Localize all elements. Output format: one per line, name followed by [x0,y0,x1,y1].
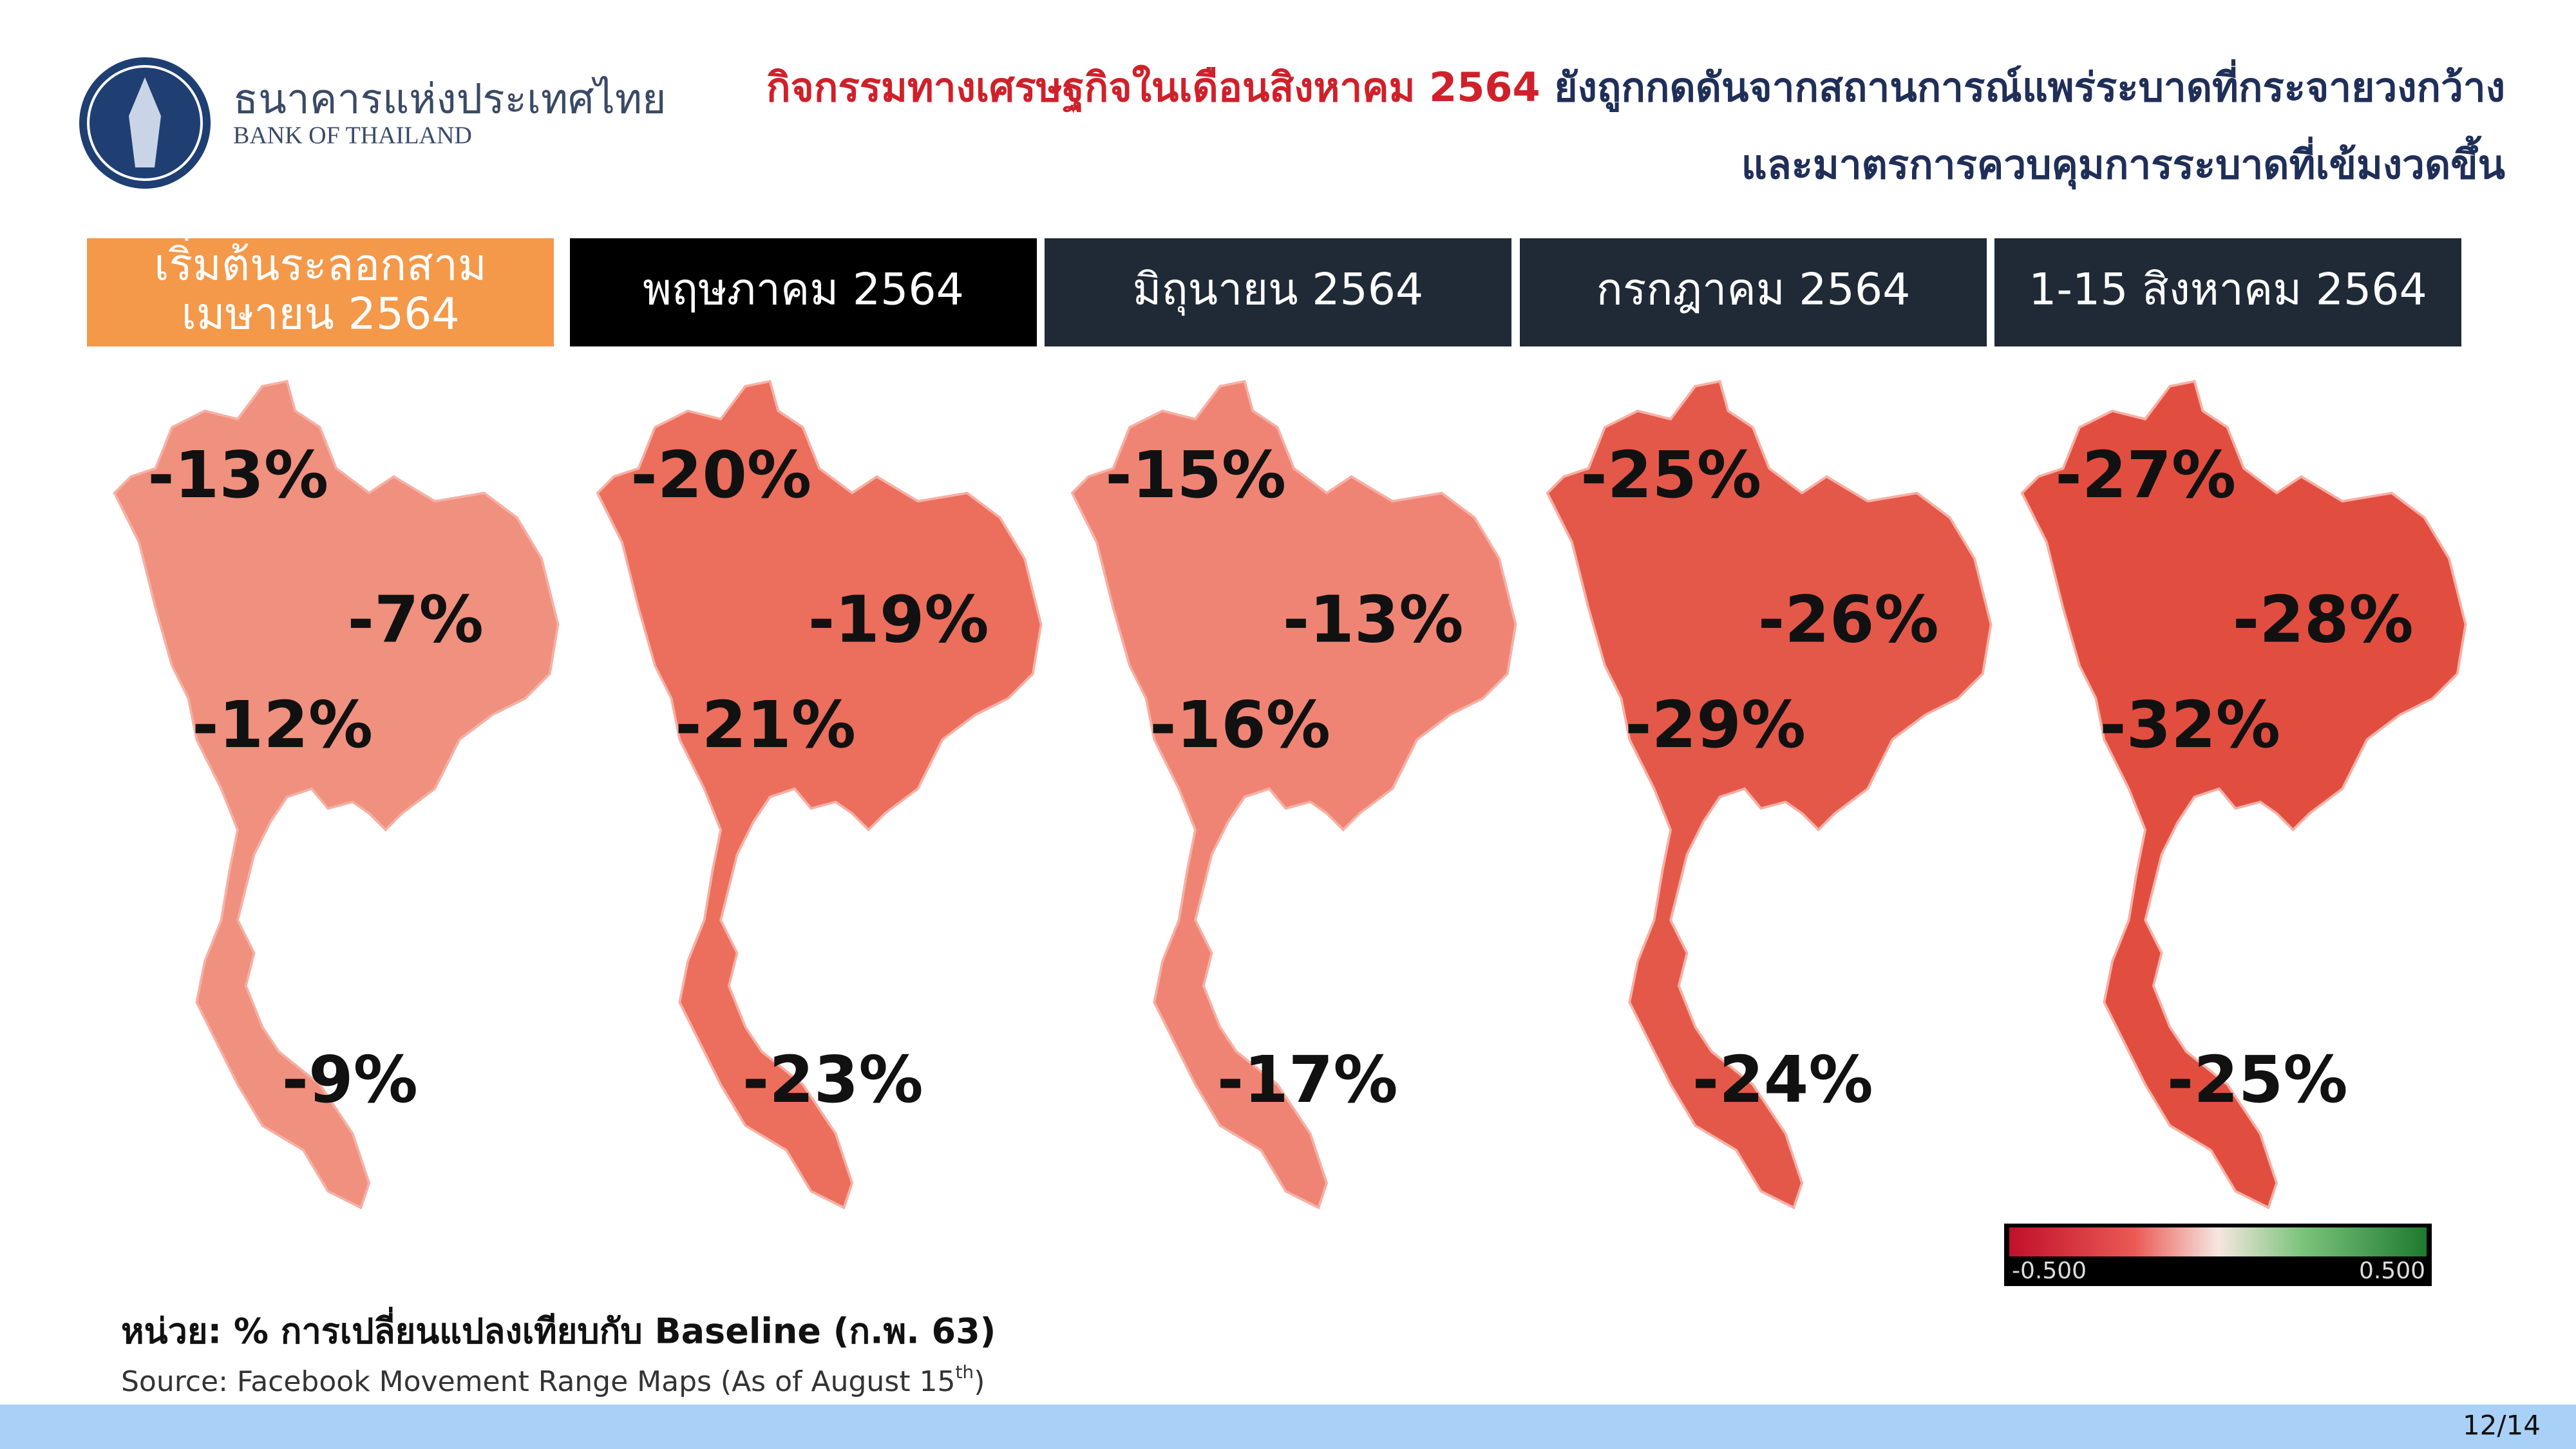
region-change: -15% [1105,437,1286,513]
region-change: -19% [808,582,989,658]
period-tab [1994,238,2461,346]
logo [79,57,211,189]
period-tab [1045,238,1511,346]
period-tab [1520,238,1987,346]
legend-max: 0.500 [2359,1258,2425,1284]
period-tab [87,238,554,346]
region-change: -28% [2233,582,2414,658]
title-line-1: กิจกรรมทางเศรษฐกิจในเดือนสิงหาคม 2564 ยั… [766,59,2505,113]
region-change: -13% [147,437,328,513]
region-change: -25% [2167,1042,2348,1117]
region-change: -24% [1692,1042,1873,1117]
period-label: เมษายน 2564 [181,289,459,340]
period-label: มิถุนายน 2564 [1133,265,1424,316]
title-line-2: และมาตรการควบคุมการระบาดที่เข้มงวดขึ้น [1741,135,2505,189]
region-change: -29% [1625,687,1806,762]
page-number: 12/14 [2463,1410,2541,1441]
unit-note: หน่วย: % การเปลี่ยนแปลงเทียบกับ Baseline… [121,1307,996,1352]
region-change: -32% [2099,687,2280,762]
period-tab [570,238,1037,346]
region-change: -26% [1758,582,1939,658]
region-change: -21% [675,687,856,762]
region-change: -12% [192,687,373,762]
region-change: -16% [1150,687,1331,762]
logo-name-en: BANK OF THAILAND [233,122,472,149]
region-change: -7% [348,582,484,658]
logo-name-th: ธนาคารแห่งประเทศไทย [233,76,667,124]
region-change: -9% [282,1042,418,1117]
period-label: พฤษภาคม 2564 [643,265,964,316]
source-sup: th [955,1361,974,1383]
period-label: เริ่มต้นระลอกสาม [154,235,486,291]
source-note: Source: Facebook Movement Range Maps (As… [121,1361,985,1398]
color-legend: -0.500 0.500 [2004,1224,2432,1286]
period-label: 1-15 สิงหาคม 2564 [2029,265,2427,316]
region-change: -17% [1217,1042,1398,1117]
title-rest: ยังถูกกดดันจากสถานการณ์แพร่ระบาดที่กระจา… [1540,59,2505,112]
region-change: -25% [1580,437,1761,513]
source-end: ) [974,1365,985,1398]
region-change: -13% [1283,582,1464,658]
legend-min: -0.500 [2012,1258,2087,1284]
source-text: Source: Facebook Movement Range Maps (As… [121,1365,955,1398]
region-change: -27% [2055,437,2236,513]
period-label: กรกฎาคม 2564 [1596,265,1911,316]
region-change: -23% [743,1042,923,1117]
region-change: -20% [630,437,811,513]
footer-bar [0,1405,2576,1449]
title-highlight: กิจกรรมทางเศรษฐกิจในเดือนสิงหาคม 2564 [766,64,1540,113]
